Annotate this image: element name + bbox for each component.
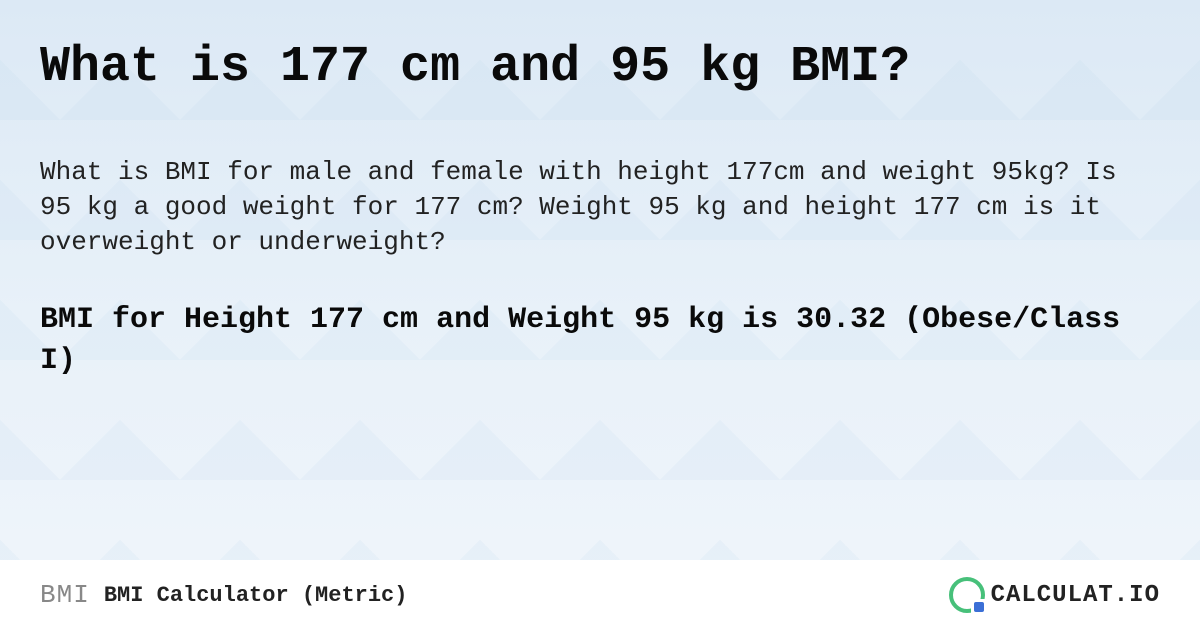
footer: BMI BMI Calculator (Metric) CALCULAT.IO [0,560,1200,630]
footer-left: BMI BMI Calculator (Metric) [40,580,407,610]
content-area: What is 177 cm and 95 kg BMI? What is BM… [0,0,1200,381]
calculator-name: BMI Calculator (Metric) [104,583,408,608]
brand-text: CALCULAT.IO [991,582,1160,609]
bmi-badge: BMI [40,580,90,610]
result-text: BMI for Height 177 cm and Weight 95 kg i… [40,300,1140,381]
description-text: What is BMI for male and female with hei… [40,155,1140,260]
logo-icon [949,577,985,613]
page-title: What is 177 cm and 95 kg BMI? [40,40,1160,95]
logo-dot [974,602,984,612]
footer-right: CALCULAT.IO [949,577,1160,613]
